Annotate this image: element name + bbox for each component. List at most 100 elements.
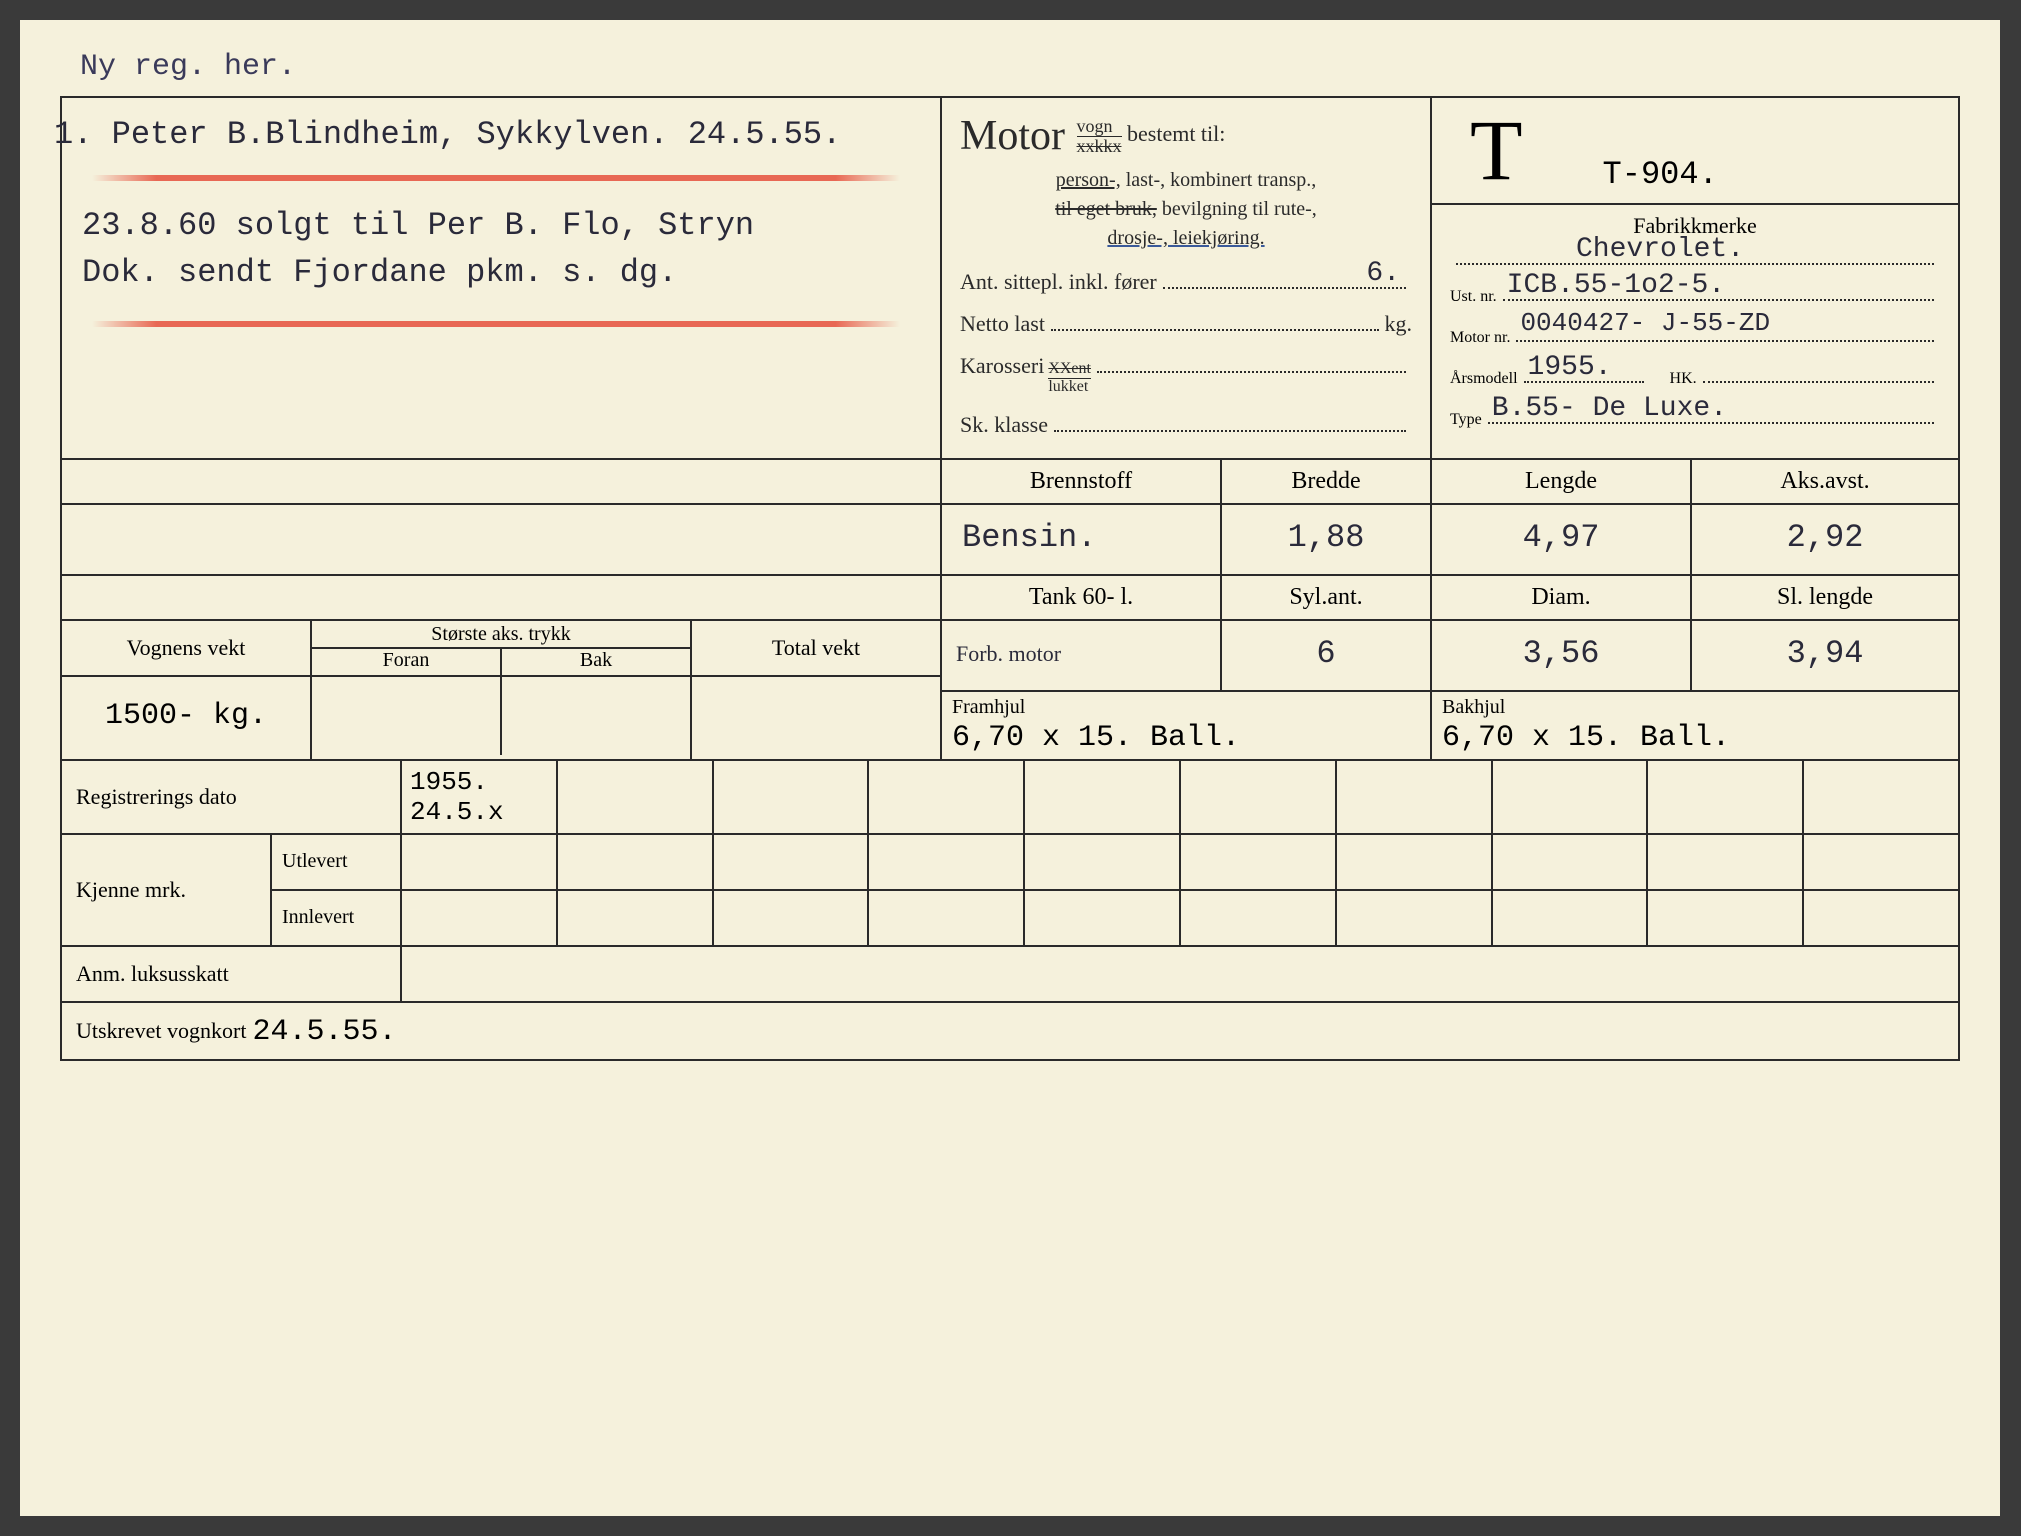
netto-label: Netto last <box>960 311 1045 337</box>
innlevert-cell-8 <box>1648 891 1804 945</box>
type-dotted: B.55- De Luxe. <box>1488 402 1934 424</box>
purpose-l2-rest: bevilgning til rute-, <box>1157 198 1317 220</box>
v-lengde: 4,97 <box>1432 505 1692 574</box>
anm-label: Anm. luksusskatt <box>62 947 402 1001</box>
owner-line-2: 23.8.60 solgt til Per B. Flo, Stryn <box>82 207 920 244</box>
reg-divider <box>1432 203 1958 205</box>
kjenne-label: Kjenne mrk. <box>62 835 272 945</box>
ust-dotted: ICB.55-1o2-5. <box>1503 279 1934 301</box>
innlevert-cell-5 <box>1181 891 1337 945</box>
utlevert-cell-8 <box>1648 835 1804 889</box>
bottom-table: Registrerings dato 1955. 24.5.x <box>62 759 1958 1059</box>
innlevert-cell-3 <box>869 891 1025 945</box>
vogn-label: Vognens vekt <box>62 621 310 677</box>
motor-vogn: vogn <box>1077 117 1122 137</box>
vogn-cell: Vognens vekt 1500- kg. <box>62 621 312 759</box>
motornr-dotted: 0040427- J-55-ZD <box>1516 320 1934 342</box>
h-brennstoff: Brennstoff <box>942 460 1222 503</box>
h-diam: Diam. <box>1432 576 1692 619</box>
utskrevet-row: Utskrevet vognkort 24.5.55. <box>62 1003 1958 1059</box>
regdato-cell-7 <box>1493 761 1649 833</box>
karo-dotted <box>1097 351 1406 373</box>
utlevert-cell-3 <box>869 835 1025 889</box>
v-aksavst: 2,92 <box>1692 505 1958 574</box>
ust-val: ICB.55-1o2-5. <box>1507 270 1725 301</box>
karo-lukket: lukket <box>1048 378 1088 395</box>
motor-bestemt: bestemt til: <box>1127 121 1225 146</box>
skklasse-label: Sk. klasse <box>960 412 1048 438</box>
utlevert-cells <box>402 835 1958 889</box>
utlevert-cell-6 <box>1337 835 1493 889</box>
motor-box: Motor vogn xxkkx bestemt til: person-, l… <box>942 98 1432 458</box>
regdato-cells: 1955. 24.5.x <box>402 761 1958 833</box>
v-syl: 6 <box>1222 621 1432 690</box>
bakhjul-cell: Bakhjul 6,70 x 15. Ball. <box>1432 692 1958 759</box>
fabrik-val: Chevrolet. <box>1576 234 1744 265</box>
regdato-v1: 1955. <box>410 767 548 797</box>
regdato-label: Registrerings dato <box>62 761 402 833</box>
total-cell: Total vekt <box>692 621 942 759</box>
reg-number: T-904. <box>1603 156 1718 193</box>
bakhjul-val: 6,70 x 15. Ball. <box>1442 721 1948 755</box>
aks-foran-label: Foran <box>312 649 502 675</box>
red-strike-2 <box>92 321 900 327</box>
aks-foran-val <box>312 677 502 755</box>
innlevert-cell-0 <box>402 891 558 945</box>
sittepl-val: 6. <box>1366 258 1400 289</box>
aks-mid: Foran Bak <box>312 649 690 677</box>
netto-dotted <box>1051 309 1379 331</box>
karosseri-label: Karosseri <box>960 353 1044 379</box>
registration-card: Ny reg. her. 1. Peter B.Blindheim, Sykky… <box>20 20 2000 1516</box>
framhjul-label: Framhjul <box>952 696 1420 719</box>
sittepl-dotted: 6. <box>1163 267 1406 289</box>
aks-cell: Største aks. trykk Foran Bak <box>312 621 692 759</box>
anm-cells <box>402 947 1958 1001</box>
weight-right: Forb. motor 6 3,56 3,94 Framhjul 6,70 x … <box>942 621 1958 759</box>
kjenne-right: Utlevert <box>272 835 1958 945</box>
innlevert-cell-7 <box>1493 891 1649 945</box>
v-diam: 3,56 <box>1432 621 1692 690</box>
innlevert-label: Innlevert <box>272 891 402 945</box>
innlevert-cell-1 <box>558 891 714 945</box>
regdato-cell-1 <box>558 761 714 833</box>
purpose-l1-rest: last-, kombinert transp., <box>1121 169 1317 191</box>
h-lengde: Lengde <box>1432 460 1692 503</box>
motor-sub: vogn xxkkx <box>1077 117 1122 156</box>
reg-top: T T-904. <box>1450 112 1940 193</box>
ars-label: Årsmodell <box>1450 370 1518 388</box>
type-val: B.55- De Luxe. <box>1492 393 1727 424</box>
motornr-row: Motor nr. 0040427- J-55-ZD <box>1450 320 1940 347</box>
framhjul-cell: Framhjul 6,70 x 15. Ball. <box>942 692 1432 759</box>
type-label: Type <box>1450 411 1482 429</box>
aks-label: Største aks. trykk <box>312 621 690 649</box>
framhjul-val: 6,70 x 15. Ball. <box>952 721 1420 755</box>
regdato-cell-3 <box>869 761 1025 833</box>
utlevert-cell-9 <box>1804 835 1958 889</box>
utlevert-row: Utlevert <box>272 835 1958 891</box>
h-aksavst: Aks.avst. <box>1692 460 1958 503</box>
utlevert-cell-7 <box>1493 835 1649 889</box>
karosseri-row: Karosseri XXent lukket <box>960 351 1412 396</box>
regdato-cell-0: 1955. 24.5.x <box>402 761 558 833</box>
hk-dotted <box>1703 361 1934 383</box>
anm-row: Anm. luksusskatt <box>62 947 1958 1003</box>
h-tank: Tank 60- l. <box>942 576 1222 619</box>
bakhjul-label: Bakhjul <box>1442 696 1948 719</box>
utlevert-cell-1 <box>558 835 714 889</box>
ars-val: 1955. <box>1528 352 1612 383</box>
motor-heading: Motor vogn xxkkx bestemt til: <box>960 112 1412 160</box>
utskrevet-blank <box>397 1003 1959 1059</box>
innlevert-cell-4 <box>1025 891 1181 945</box>
innlevert-cells <box>402 891 1958 945</box>
utlevert-cell-0 <box>402 835 558 889</box>
spec-left-blank-2 <box>62 505 942 574</box>
innlevert-cell-2 <box>714 891 870 945</box>
aks-bak-label: Bak <box>502 649 690 675</box>
spec-block: Brennstoff Bredde Lengde Aks.avst. Bensi… <box>62 458 1958 619</box>
aks-bot <box>312 677 690 755</box>
utlevert-label: Utlevert <box>272 835 402 889</box>
utskrevet-val: 24.5.55. <box>252 1003 396 1059</box>
regdato-cell-5 <box>1181 761 1337 833</box>
utlevert-cell-4 <box>1025 835 1181 889</box>
weight-row: Vognens vekt 1500- kg. Største aks. tryk… <box>62 619 1958 759</box>
